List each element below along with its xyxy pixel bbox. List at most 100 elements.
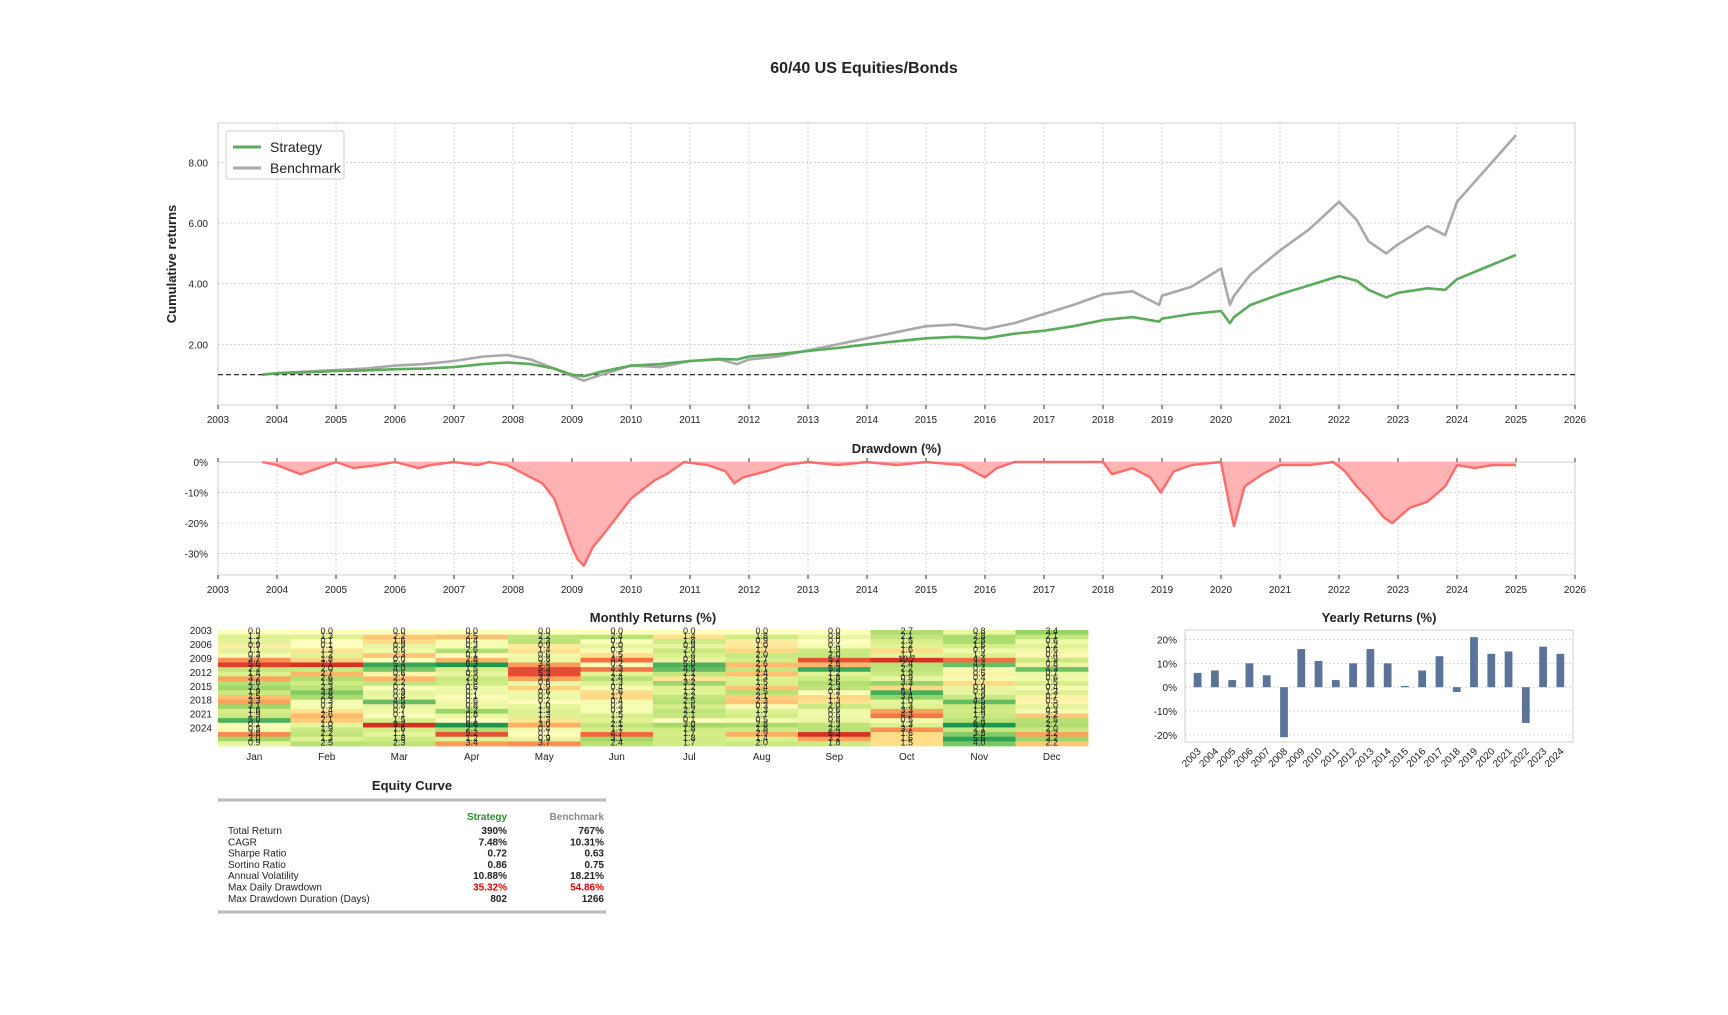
heatmap-cell-value: 0.3 [248, 649, 261, 659]
heatmap-cell-value: 2.6 [320, 673, 333, 683]
heatmap-cell [218, 690, 291, 696]
heatmap-cell [1015, 713, 1089, 719]
yearly-bar [1521, 687, 1530, 723]
heatmap-cell-value: 1.7 [755, 645, 768, 655]
heatmap-cell-value: 1.2 [828, 668, 841, 678]
heatmap-cell [725, 708, 799, 714]
heatmap-cell-value: 0.8 [465, 710, 478, 720]
heatmap-cell [580, 685, 654, 691]
heatmap-cell [943, 634, 1016, 640]
heatmap-cell-value: 2.3 [393, 738, 406, 748]
yearly-bar [1487, 653, 1496, 688]
x-tick-label: 2006 [384, 585, 407, 596]
heatmap-cell [508, 671, 581, 677]
heatmap-cell [725, 699, 799, 705]
heatmap-cell [725, 639, 799, 645]
heatmap-cell-value: 6.9 [973, 719, 986, 729]
heatmap-cell-value: 0.2 [393, 682, 406, 692]
heatmap-cell [653, 704, 726, 710]
yearly-bar [1245, 663, 1254, 688]
heatmap-cell [870, 648, 944, 654]
metric-label: Sortino Ratio [228, 860, 286, 871]
heatmap-cell [218, 653, 291, 659]
heatmap-cell [653, 708, 726, 714]
heatmap-cell-value: 0.6 [1045, 673, 1058, 683]
heatmap-cell-value: 3.4 [465, 738, 478, 748]
heatmap-cell-value: 1.2 [465, 733, 478, 743]
heatmap-cell [508, 639, 581, 645]
heatmap-cell-value: 0.8 [465, 700, 478, 710]
heatmap-cell [725, 704, 799, 710]
heatmap-cell [870, 727, 944, 733]
heatmap-cell [1015, 699, 1089, 705]
heatmap-cell-value: 2.2 [393, 677, 406, 687]
heatmap-cell-value: 1.7 [828, 691, 841, 701]
heatmap-cell [725, 741, 799, 747]
heatmap-cell-value: 1.9 [538, 682, 551, 692]
heatmap-cell [943, 639, 1016, 645]
heatmap-cell [725, 718, 799, 724]
heatmap-cell-value: 2.2 [393, 631, 406, 641]
heatmap-cell [1015, 671, 1089, 677]
y-tick-label: 10% [1157, 659, 1177, 670]
heatmap-cell-value: 2.6 [465, 645, 478, 655]
heatmap-cell [1015, 643, 1089, 649]
heatmap-cell-value: 2.8 [755, 719, 768, 729]
heatmap-cell-value: 1.1 [248, 635, 261, 645]
heatmap-cell [870, 685, 944, 691]
heatmap-cell-value: 5.2 [828, 654, 841, 664]
heatmap-cell [653, 630, 726, 636]
x-tick-label: 2022 [1328, 415, 1351, 426]
x-tick-label: 2013 [797, 415, 820, 426]
heatmap-cell-value: 0.8 [828, 714, 841, 724]
heatmap-cell-value: 2.4 [610, 738, 623, 748]
heatmap-cell [870, 653, 944, 659]
yearly-bar [1349, 663, 1357, 688]
heatmap-cell-value: 0.3 [320, 696, 333, 706]
heatmap-cell [653, 681, 726, 687]
page-title: 60/40 US Equities/Bonds [770, 60, 958, 77]
heatmap-cell [943, 685, 1016, 691]
heatmap-cell-value: 1.8 [828, 673, 841, 683]
heatmap-cell [943, 713, 1016, 719]
heatmap-cell [363, 732, 436, 738]
heatmap-cell [653, 736, 726, 742]
heatmap-cell [218, 657, 291, 663]
month-label: Dec [1043, 752, 1061, 763]
heatmap-cell [653, 699, 726, 705]
heatmap-cell-value: 2.4 [973, 714, 986, 724]
heatmap-cell-value: 1.5 [465, 663, 478, 673]
heatmap-cell-value: 2.6 [320, 710, 333, 720]
heatmap-cell-value: 2.3 [393, 649, 406, 659]
metric-benchmark-value: 0.63 [585, 849, 605, 860]
heatmap-cell-value: 1.6 [900, 733, 913, 743]
heatmap-cell [725, 671, 799, 677]
heatmap-cell-value: 0.3 [320, 700, 333, 710]
heatmap-cell [363, 643, 436, 649]
x-tick-label: 2003 [207, 585, 230, 596]
heatmap-cell-value: 0.4 [973, 663, 986, 673]
heatmap-cell-value: 1.8 [973, 700, 986, 710]
heatmap-cell [363, 639, 436, 645]
x-tick-label: 2026 [1564, 585, 1587, 596]
y-tick-label: -10% [185, 489, 208, 500]
heatmap-cell-value: 2.2 [1045, 738, 1058, 748]
heatmap-cell [943, 667, 1016, 673]
heatmap-cell [1015, 732, 1089, 738]
heatmap-cell-value: 0.6 [973, 668, 986, 678]
heatmap-cell-value: 2.3 [828, 719, 841, 729]
legend: Strategy Benchmark [225, 130, 345, 180]
heatmap-cell-value: 0.0 [828, 626, 841, 636]
heatmap-cell-value: 0.5 [248, 724, 261, 734]
heatmap-cell [725, 685, 799, 691]
heatmap-cell-value: 1.8 [320, 677, 333, 687]
heatmap-cell-value: 5.3 [538, 668, 551, 678]
heatmap-cell [508, 718, 581, 724]
heatmap-cell [363, 685, 436, 691]
heatmap-cell-value: 1.1 [248, 645, 261, 655]
heatmap-cell [290, 690, 364, 696]
heatmap-cell [798, 662, 871, 668]
x-tick-label: 2016 [974, 585, 997, 596]
y-tick-label: -10% [1154, 707, 1177, 718]
heatmap-cell-value: 0.7 [393, 705, 406, 715]
